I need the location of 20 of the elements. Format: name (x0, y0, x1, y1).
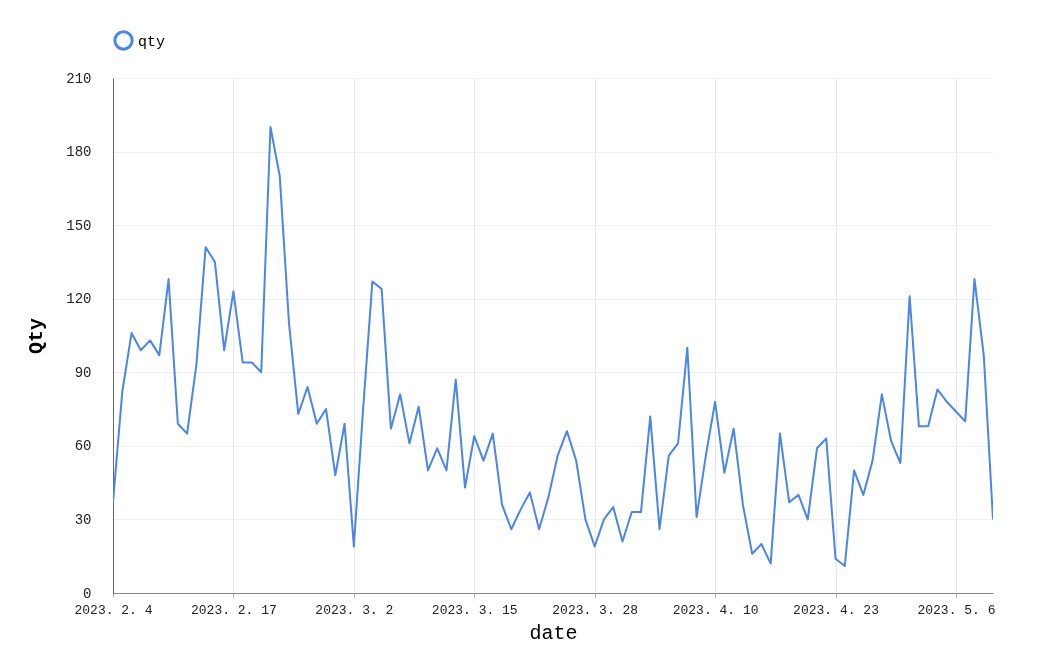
x-tick-label: 2023. 2. 17 (191, 602, 277, 618)
y-tick-label: 60 (74, 438, 92, 455)
y-tick-label: 0 (83, 585, 92, 602)
line-series (113, 126, 993, 568)
y-tick-label: 30 (74, 511, 92, 528)
legend-label: qty (138, 33, 166, 51)
x-tick-label: 2023. 3. 2 (315, 602, 394, 618)
y-tick-label: 150 (66, 217, 92, 234)
x-tick-label: 2023. 5. 6 (917, 602, 996, 618)
x-tick-label: 2023. 3. 15 (431, 602, 518, 618)
y-axis-title: Qty (25, 317, 49, 355)
y-tick-label: 210 (66, 70, 92, 87)
x-tick-label: 2023. 3. 28 (552, 602, 639, 618)
y-tick-label: 180 (66, 144, 92, 161)
y-tick-label: 120 (66, 291, 92, 308)
x-axis-title: date (529, 621, 578, 645)
x-tick-label: 2023. 2. 4 (74, 602, 153, 618)
x-tick-label: 2023. 4. 10 (672, 602, 759, 618)
x-tick-label: 2023. 4. 23 (793, 602, 879, 618)
y-tick-label: 90 (74, 364, 92, 381)
